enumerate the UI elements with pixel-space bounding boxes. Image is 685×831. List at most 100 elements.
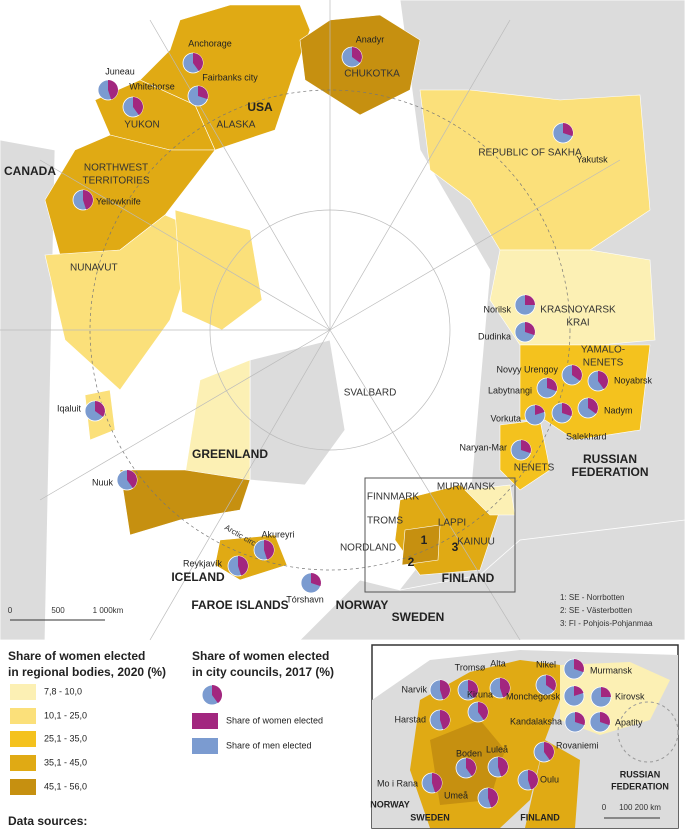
pie-women (563, 123, 573, 137)
pie-women (547, 378, 557, 392)
region-label: 2 (408, 555, 415, 569)
region-label: SVALBARD (344, 388, 397, 399)
legend-swatch (10, 684, 36, 700)
pie-women (127, 470, 137, 489)
pie-women (574, 686, 584, 696)
city-label: Tromsø (455, 662, 486, 672)
region-label: ICELAND (171, 570, 225, 584)
city-label: Murmansk (590, 665, 633, 675)
legend-swatch (192, 713, 218, 729)
city-label: Nuuk (92, 477, 114, 487)
region-label: FEDERATION (611, 781, 669, 791)
city-label: Alta (490, 658, 506, 668)
pie-women (108, 80, 118, 100)
scale-label: 1 000km (93, 606, 124, 615)
city-label: Harstad (394, 714, 426, 724)
pie-women (95, 401, 105, 417)
region-label: REPUBLIC OF SAKHA (478, 148, 582, 159)
city-label: Novyy Urengoy (496, 364, 558, 374)
pie-women (133, 96, 144, 116)
legend-title: Share of women elected (192, 649, 329, 663)
region-label: NUNAVUT (70, 263, 118, 274)
region-label: TERRITORIES (82, 176, 149, 187)
region-label: CANADA (4, 164, 56, 178)
city-label: Norilsk (483, 304, 511, 314)
pie-women (440, 710, 451, 730)
pie-women (546, 675, 557, 691)
region-label: FAROE ISLANDS (191, 598, 288, 612)
pie-women (575, 712, 585, 726)
region-label: TROMS (367, 516, 403, 527)
legend-swatch (192, 738, 218, 754)
note: 1: SE - Norrbotten (560, 593, 624, 602)
pie-women (198, 86, 208, 100)
scale-label: 0 (602, 803, 607, 812)
legend-title: in city councils, 2017 (%) (192, 665, 334, 679)
pie-women (525, 322, 535, 336)
region-label: YAMALO- (581, 345, 625, 356)
city-label: Kiruna (467, 689, 493, 699)
city-label: Boden (456, 748, 482, 758)
pie-women (352, 47, 363, 63)
city-label: Vorkuta (490, 413, 521, 423)
scale-label: 100 200 km (619, 803, 661, 812)
region-label: FINLAND (442, 571, 495, 585)
region-label: SWEDEN (392, 610, 445, 624)
region-label: ALASKA (217, 120, 256, 131)
legend-symbol (201, 684, 223, 706)
pie-women (572, 365, 582, 381)
legend-label: 45,1 - 56,0 (44, 781, 87, 791)
city-label: Oulu (540, 774, 559, 784)
legend-label: 7,8 - 10,0 (44, 686, 82, 696)
pie-women (193, 53, 203, 72)
pie-women (488, 788, 499, 808)
legend-title: Share of women elected (8, 649, 145, 663)
city-label: Juneau (105, 66, 135, 76)
region-label: NENETS (583, 358, 624, 369)
city-label: Anchorage (188, 38, 232, 48)
pie-women (525, 295, 535, 305)
city-label: Narvik (401, 684, 427, 694)
region-label: GREENLAND (192, 447, 268, 461)
city-label: Luleå (486, 744, 508, 754)
legend-label: 35,1 - 45,0 (44, 757, 87, 767)
pie-women (432, 773, 442, 793)
region-label: LAPPI (438, 518, 466, 529)
scale-label: 0 (8, 606, 13, 615)
region-label: YUKON (124, 120, 160, 131)
scale-label: 500 (51, 606, 65, 615)
pie-women (311, 573, 321, 587)
city-label: Whitehorse (129, 81, 175, 91)
region-label: RUSSIAN (620, 769, 661, 779)
pie-women (598, 371, 608, 390)
city-label: Yellowknife (96, 196, 141, 206)
pie-women (498, 757, 508, 777)
city-label: Iqaluit (57, 403, 82, 413)
pie-women (544, 742, 554, 761)
region-label: NORWAY (370, 799, 410, 809)
city-label: Salekhard (566, 431, 607, 441)
note: 3: FI - Pohjois-Pohjanmaa (560, 619, 653, 628)
regions (44, 4, 656, 581)
city-label: Apatity (615, 717, 643, 727)
legend-swatch (10, 731, 36, 747)
city-label: Yakutsk (576, 154, 608, 164)
city-label: Fairbanks city (202, 72, 258, 82)
city-label: Anadyr (356, 34, 385, 44)
city-label: Dudinka (478, 331, 511, 341)
legend-swatch (10, 755, 36, 771)
legend-swatch (10, 708, 36, 724)
inset (371, 644, 679, 829)
graticule (0, 0, 621, 641)
pie-women (528, 770, 538, 790)
pie-women (601, 687, 611, 697)
region-label: SWEDEN (410, 812, 450, 822)
pie-women (600, 712, 610, 726)
city-label: Kandalaksha (510, 716, 562, 726)
data-sources: Data sources: (8, 814, 87, 828)
region-label: NORTHWEST (84, 163, 148, 174)
legend-label: Share of men elected (226, 740, 312, 750)
pie-women (468, 680, 478, 699)
legend-title: in regional bodies, 2020 (%) (8, 665, 166, 679)
